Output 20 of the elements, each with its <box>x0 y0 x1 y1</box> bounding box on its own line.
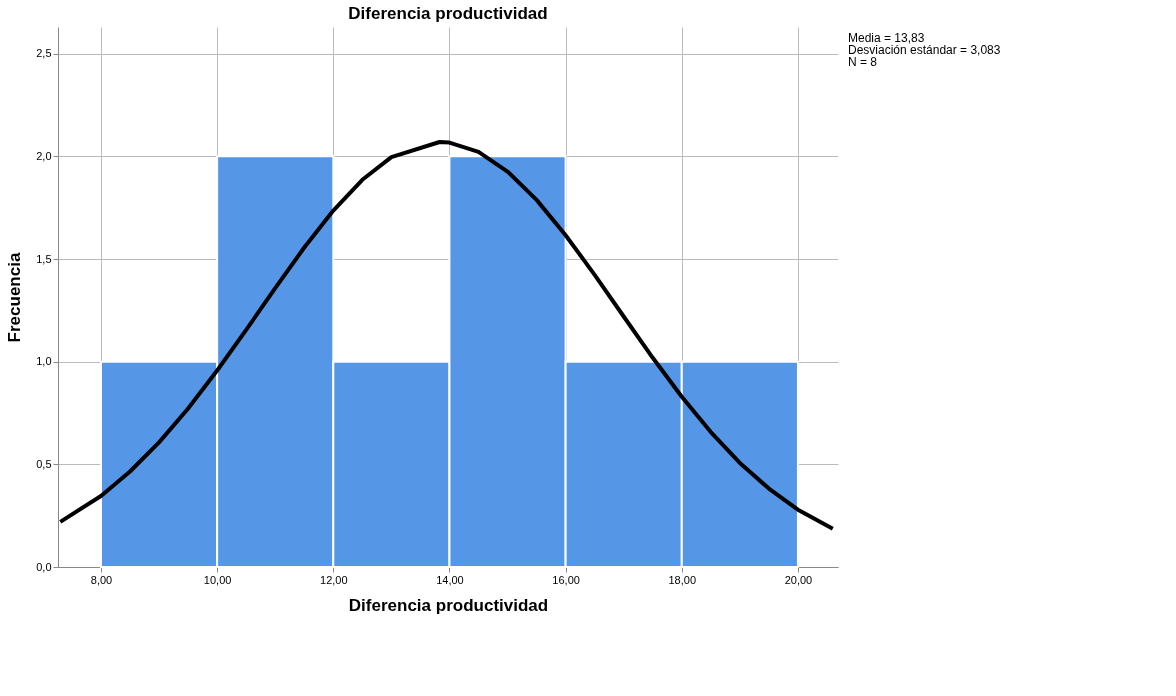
y-tick-label: 0,0 <box>36 560 52 573</box>
text: Media = 13,83 <box>848 31 925 45</box>
line-series <box>58 139 835 531</box>
text: N = 8 <box>848 55 878 69</box>
x-tick-label: 12,00 <box>320 573 348 586</box>
x-tick-label: 10,00 <box>203 573 232 586</box>
text: Desviación estándar = 3,083 <box>848 43 1001 57</box>
x-tick-label: 18,00 <box>668 573 697 586</box>
y-tick-label: 2,0 <box>36 149 52 162</box>
y-tick-label: 2,5 <box>36 47 52 60</box>
x-axis-title: Diferencia productividad <box>348 595 549 615</box>
y-tick-label: 0,5 <box>36 457 52 470</box>
chart-title: Diferencia productividad <box>348 4 548 23</box>
x-tick-label: 20,00 <box>784 573 813 586</box>
x-tick-label: 14,00 <box>436 573 464 586</box>
y-axis-title: Frecuencia <box>5 252 25 343</box>
x-tick-label: 8,00 <box>90 573 113 586</box>
y-tick-label: 1,5 <box>36 252 52 265</box>
x-tick-label: 16,00 <box>552 573 580 586</box>
y-tick-label: 1,0 <box>36 355 52 368</box>
